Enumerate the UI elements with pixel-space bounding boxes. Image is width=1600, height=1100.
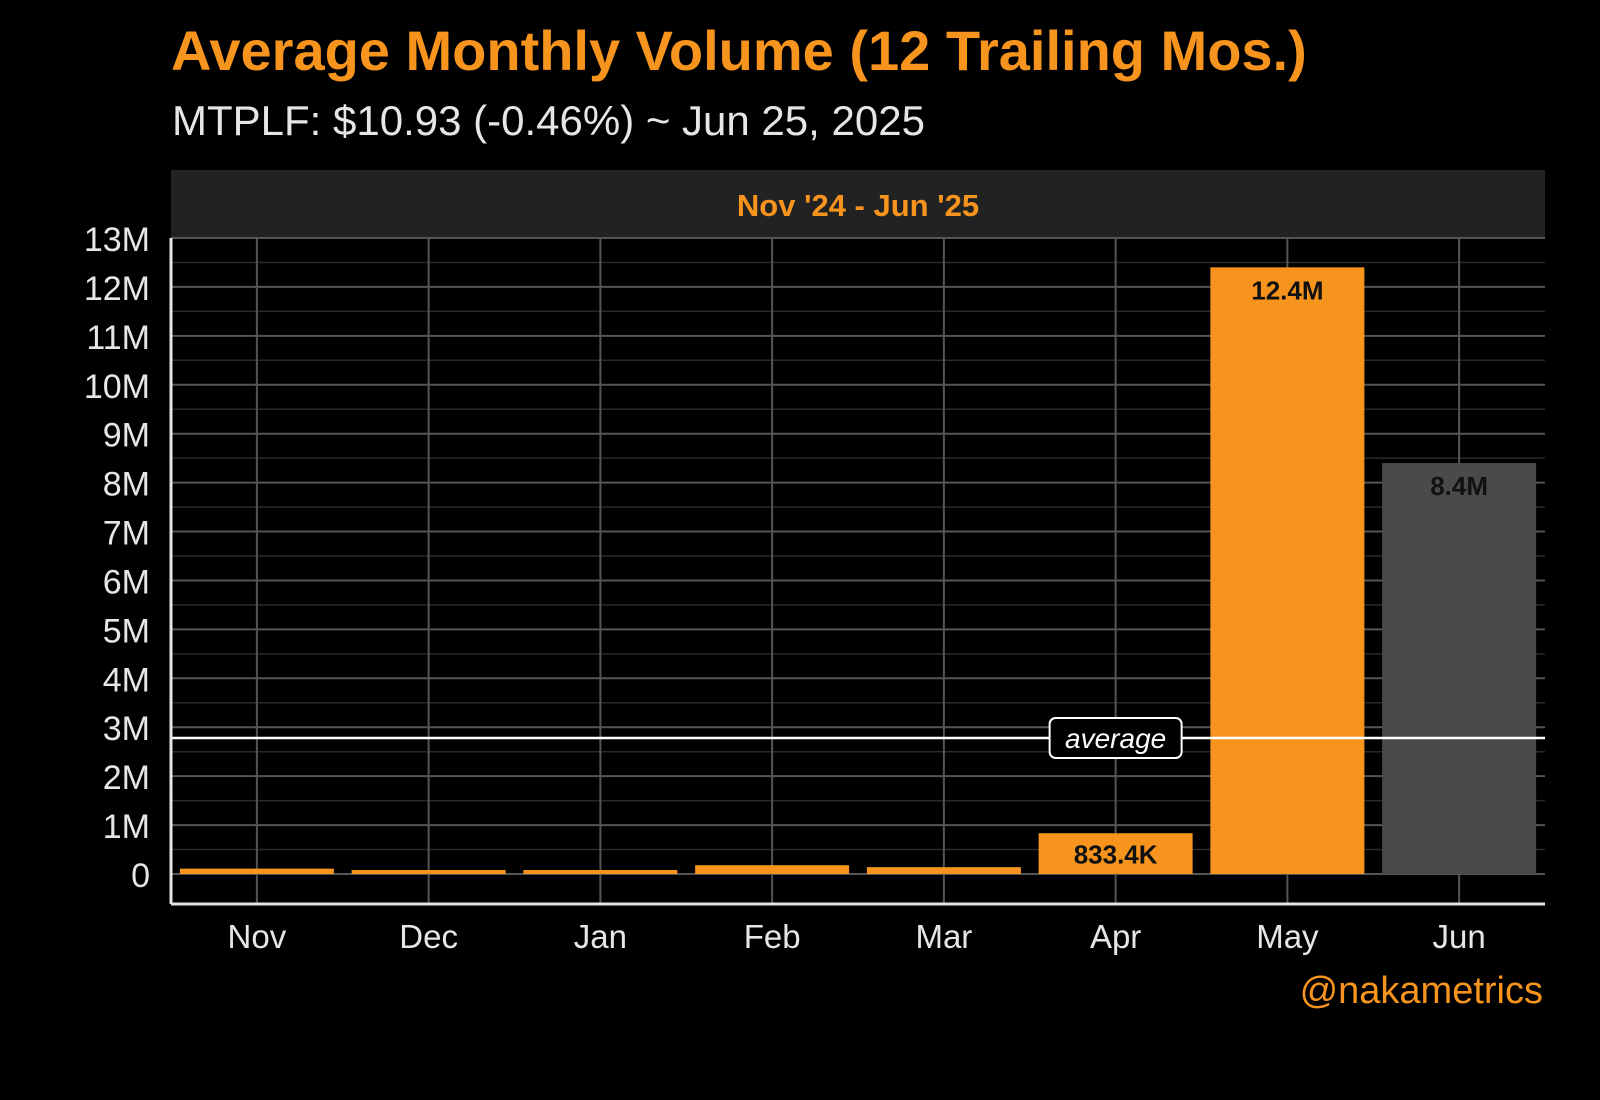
- bar-data-label: 833.4K: [1074, 840, 1158, 870]
- y-tick-label: 9M: [103, 417, 150, 455]
- bar-feb: [695, 865, 850, 874]
- y-tick-label: 5M: [103, 612, 150, 650]
- x-tick-label: Jan: [574, 918, 627, 955]
- x-tick-label: Jun: [1433, 918, 1486, 955]
- y-tick-label: 4M: [103, 661, 150, 699]
- x-tick-label: Apr: [1090, 918, 1141, 955]
- bar-jun: [1382, 463, 1537, 874]
- y-tick-label: 1M: [103, 808, 150, 846]
- x-tick-label: Nov: [228, 918, 287, 955]
- y-tick-label: 10M: [84, 368, 150, 406]
- author-handle: @nakametrics: [1299, 970, 1543, 1012]
- y-tick-label: 13M: [84, 221, 150, 259]
- average-label: average: [1065, 723, 1166, 754]
- bar-may: [1210, 267, 1365, 874]
- y-tick-label: 12M: [84, 270, 150, 308]
- bar-data-label: 12.4M: [1251, 275, 1323, 305]
- x-tick-label: Feb: [744, 918, 801, 955]
- y-tick-label: 0: [131, 857, 150, 895]
- bar-mar: [866, 867, 1021, 874]
- panel-header: [171, 170, 1545, 238]
- y-tick-label: 11M: [86, 319, 150, 357]
- x-tick-label: Dec: [399, 918, 458, 955]
- y-tick-label: 6M: [103, 563, 150, 601]
- panel-header-label: Nov '24 - Jun '25: [737, 188, 979, 223]
- bar-data-label: 8.4M: [1430, 471, 1488, 501]
- y-tick-label: 7M: [103, 515, 150, 553]
- average-label-box: [1048, 716, 1183, 759]
- bar-nov: [179, 868, 334, 874]
- x-tick-label: May: [1256, 918, 1319, 955]
- chart-subtitle: MTPLF: $10.93 (-0.46%) ~ Jun 25, 2025: [172, 97, 925, 144]
- chart-title: Average Monthly Volume (12 Trailing Mos.…: [171, 19, 1307, 82]
- x-tick-label: Mar: [915, 918, 972, 955]
- bar-apr: [1038, 833, 1193, 874]
- bar-dec: [351, 870, 506, 874]
- y-tick-label: 2M: [103, 759, 150, 797]
- y-tick-label: 8M: [103, 466, 150, 504]
- y-tick-label: 3M: [103, 710, 150, 748]
- bar-jan: [523, 870, 678, 874]
